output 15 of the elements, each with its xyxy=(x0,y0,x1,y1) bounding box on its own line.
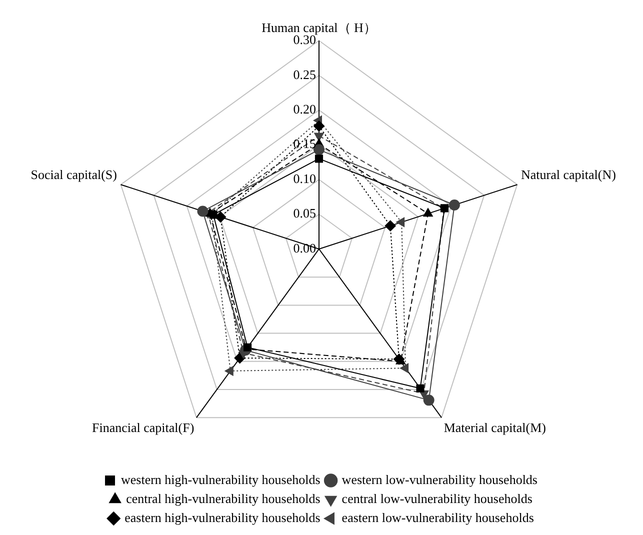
y-tick-label: 0.25 xyxy=(293,66,316,82)
spoke-label: Natural capital(N) xyxy=(521,166,616,182)
legend-label: eastern low-vulnerability households xyxy=(342,510,534,525)
y-tick-label: 0.05 xyxy=(293,206,316,221)
y-tick-label: 0.20 xyxy=(293,101,316,116)
legend-label: western high-vulnerability households xyxy=(121,472,320,487)
legend-label: eastern high-vulnerability households xyxy=(124,510,320,525)
y-tick-label: 0.10 xyxy=(293,170,316,186)
spoke-label: Social capital(S) xyxy=(30,166,117,182)
spoke-label: Financial capital(F) xyxy=(92,420,194,436)
legend-label: central high-vulnerability households xyxy=(126,490,320,506)
spoke-label: Material capital(M) xyxy=(444,420,546,436)
legend-label: western low-vulnerability households xyxy=(342,472,538,487)
legend-label: central low-vulnerability households xyxy=(342,490,532,506)
y-tick-label: 0.00 xyxy=(293,240,316,256)
